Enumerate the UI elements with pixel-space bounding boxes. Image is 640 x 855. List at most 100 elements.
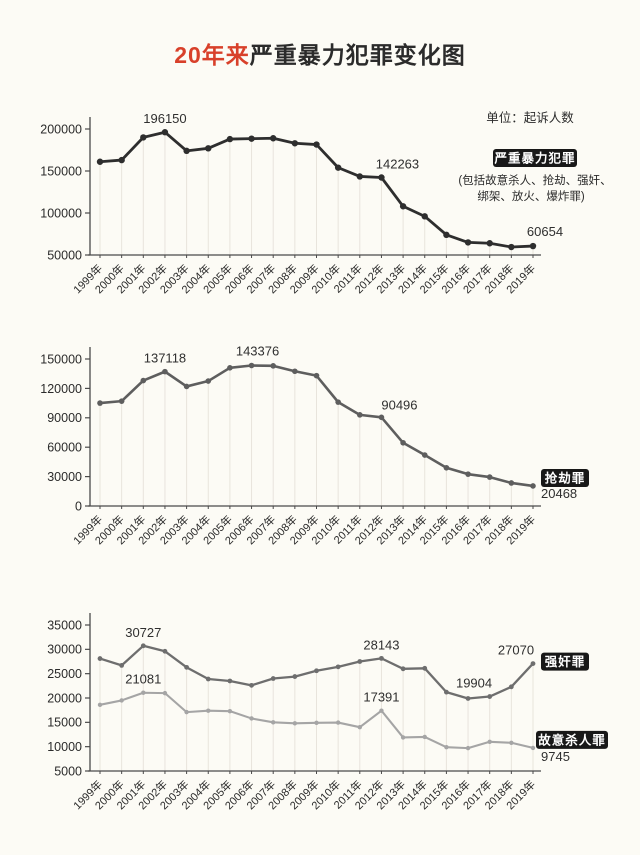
data-point [335,720,341,725]
chart-serious-violent-crime: 200000150000100000500001999年2000年2001年20… [40,110,611,296]
series-badge-label: 故意杀人罪 [538,732,606,747]
data-point [162,690,168,696]
data-point [97,702,103,708]
legend-note-line: (包括故意杀人、抢劫、强奸、 [458,173,611,187]
data-point [530,483,536,489]
y-tick-label: 30000 [47,643,82,657]
data-point [205,676,211,682]
end-value-label: 9745 [541,749,570,764]
chart-robbery: 15000012000090000600003000001999年2000年20… [40,343,589,547]
y-tick-label: 30000 [47,470,82,484]
data-point [141,690,146,695]
y-tick-label: 60000 [47,441,82,455]
point-label: 28143 [363,637,399,652]
y-tick-label: 10000 [47,740,82,754]
data-point [422,734,427,740]
data-point [292,721,298,726]
title-main: 严重暴力犯罪变化图 [249,42,466,68]
page-title: 20年来严重暴力犯罪变化图 [0,36,640,70]
point-label: 142263 [376,156,419,171]
data-point [465,696,471,701]
data-point [184,709,189,715]
data-point [291,140,299,147]
y-tick-label: 20000 [47,691,82,705]
data-point [357,659,363,664]
data-point [140,377,147,384]
data-point [400,735,406,740]
data-point [508,243,515,251]
data-point [422,665,428,671]
data-point [378,174,385,181]
chart-rape-and-homicide: 35000300002500020000150001000050001999年2… [47,613,608,812]
point-label: 27070 [498,643,534,658]
data-point [334,164,342,171]
data-point [205,145,212,152]
data-point [379,655,384,661]
data-point [140,643,146,649]
data-point [248,135,255,142]
data-point [118,156,125,164]
data-point [529,242,537,250]
point-label: 137118 [144,351,186,366]
data-point [313,372,320,379]
data-point [119,662,125,668]
data-point [487,694,493,699]
data-point [227,708,233,714]
legend-note-line: 绑架、放火、爆炸罪) [477,189,584,203]
data-point [226,135,234,143]
series-badge [541,468,589,487]
data-point [270,676,276,681]
data-point [465,745,471,751]
data-point [270,363,277,369]
data-point [487,739,492,744]
data-point [530,745,536,751]
series-badge-label: 强奸罪 [545,654,586,669]
data-point [400,666,406,672]
data-point [314,720,319,726]
point-label: 196150 [143,111,186,126]
y-tick-label: 120000 [40,382,82,396]
y-tick-label: 15000 [47,716,82,730]
data-point [444,744,449,750]
y-tick-label: 90000 [47,411,82,425]
y-tick-label: 0 [75,499,82,513]
data-point [292,674,298,679]
data-point [443,231,450,239]
y-tick-label: 25000 [47,667,82,681]
data-point [183,147,190,155]
data-point [292,368,298,375]
y-tick-label: 200000 [40,122,82,136]
data-point [335,664,341,670]
data-point [444,689,449,695]
data-point [357,412,363,418]
y-tick-label: 150000 [40,352,82,366]
data-point [464,239,472,246]
data-point [465,471,471,477]
point-label: 143376 [236,343,279,358]
data-point [357,725,362,730]
data-point [530,661,536,666]
data-point [183,383,190,390]
series-badge [493,149,577,167]
data-point [96,158,104,165]
data-point [508,480,515,486]
data-point [140,134,147,141]
data-point [486,240,493,247]
data-point [335,399,341,405]
data-point [97,656,103,661]
data-point [205,378,212,384]
point-label: 17391 [363,690,399,705]
data-point [379,708,384,713]
data-point [400,439,406,446]
data-point [421,213,428,220]
data-point [378,414,385,421]
data-point [270,135,277,142]
point-label: 90496 [381,397,417,412]
data-point [227,678,233,684]
data-point [356,173,363,180]
data-point [313,141,320,148]
unit-label: 单位：起诉人数 [486,110,574,125]
data-point [248,362,255,369]
title-accent: 20年来 [174,42,250,68]
